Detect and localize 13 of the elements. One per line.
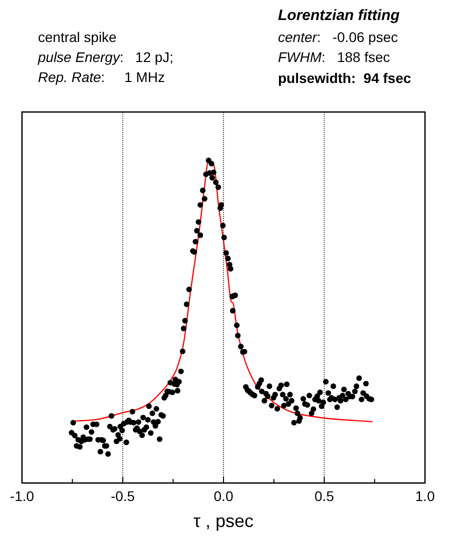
x-tick-label: 0.0 <box>214 488 234 504</box>
text: central spike <box>38 29 117 45</box>
text: FWHM: 188 fsec <box>278 49 390 65</box>
x-tick-label: -0.5 <box>110 488 136 504</box>
x-tick-label: -1.0 <box>10 488 34 504</box>
text: pulse Energy: 12 pJ; <box>37 49 174 65</box>
x-axis-title: τ , psec <box>193 511 254 531</box>
x-tick-label: 1.0 <box>415 488 435 504</box>
x-tick-label: 0.5 <box>314 488 334 504</box>
text: center: -0.06 psec <box>278 29 398 45</box>
text: Lorentzian fitting <box>278 7 400 24</box>
text: Rep. Rate: 1 MHz <box>38 69 165 85</box>
text: pulsewidth: 94 fsec <box>278 70 412 86</box>
